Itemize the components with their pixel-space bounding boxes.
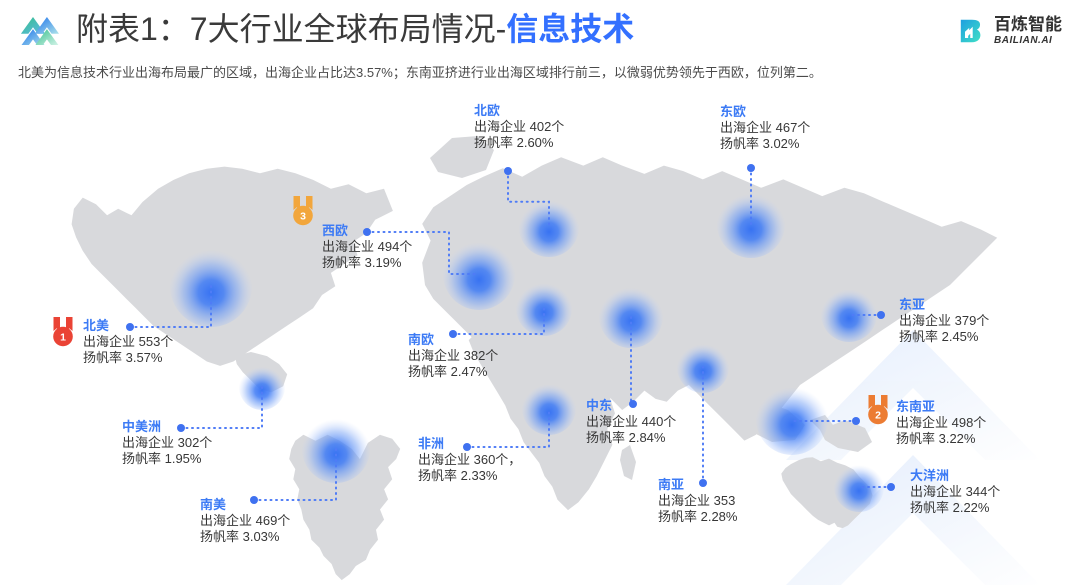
svg-text:3: 3	[300, 210, 306, 222]
svg-text:1: 1	[60, 331, 66, 343]
svg-text:2: 2	[875, 409, 881, 421]
